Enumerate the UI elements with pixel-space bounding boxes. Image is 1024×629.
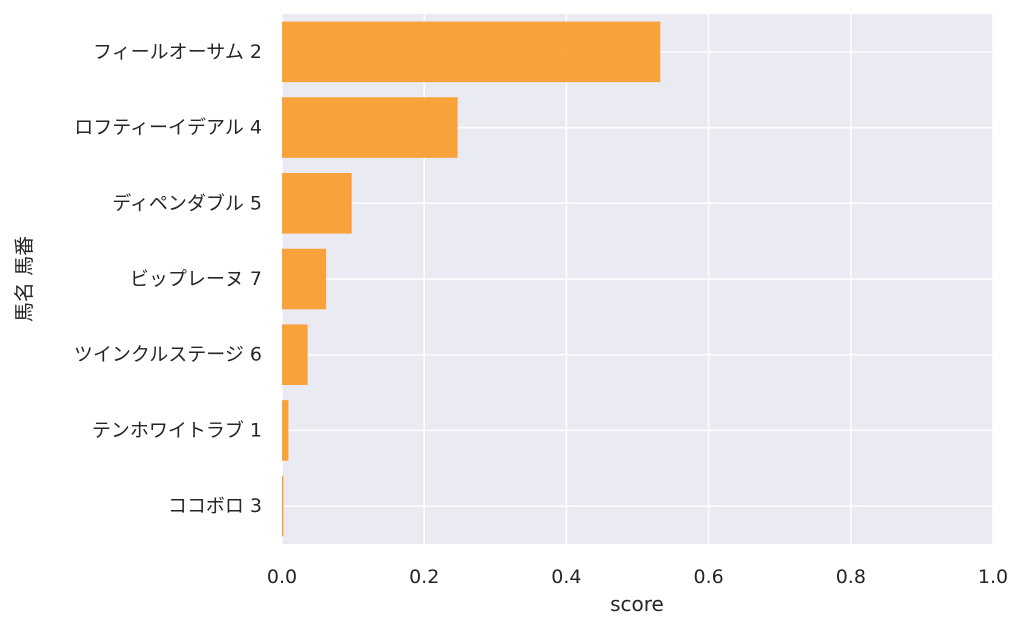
x-tick-label: 1.0 <box>978 566 1008 588</box>
x-tick-labels: 0.0 0.2 0.4 0.6 0.8 1.0 <box>267 566 1008 588</box>
x-tick-label: 0.8 <box>836 566 866 588</box>
y-tick-label: テンホワイトラブ 1 <box>92 418 262 441</box>
y-tick-label: ビップレーヌ 7 <box>130 268 262 290</box>
y-tick-label: ツインクルステージ 6 <box>74 344 262 366</box>
bar <box>282 248 327 310</box>
y-axis-label: 馬名 馬番 <box>12 236 36 322</box>
x-tick-label: 0.0 <box>267 566 297 588</box>
bar <box>282 97 458 158</box>
y-tick-label: ディペンダブル 5 <box>112 191 262 214</box>
bar <box>282 400 289 461</box>
y-tick-labels: フィールオーサム 2 ロフティーイデアル 4 ディペンダブル 5 ビップレーヌ 7 ツイ… <box>74 41 262 517</box>
bar <box>282 324 308 385</box>
x-tick-label: 0.2 <box>409 566 439 588</box>
x-tick-label: 0.4 <box>551 566 581 588</box>
y-tick-label: フィールオーサム 2 <box>93 41 262 63</box>
x-axis-label: score <box>610 592 664 616</box>
bar <box>282 21 661 83</box>
y-tick-label: ココボロ 3 <box>168 495 262 517</box>
x-tick-label: 0.6 <box>693 566 723 588</box>
bars <box>282 21 661 537</box>
y-tick-label: ロフティーイデアル 4 <box>74 117 262 139</box>
bar <box>282 173 352 234</box>
bar <box>282 475 284 537</box>
